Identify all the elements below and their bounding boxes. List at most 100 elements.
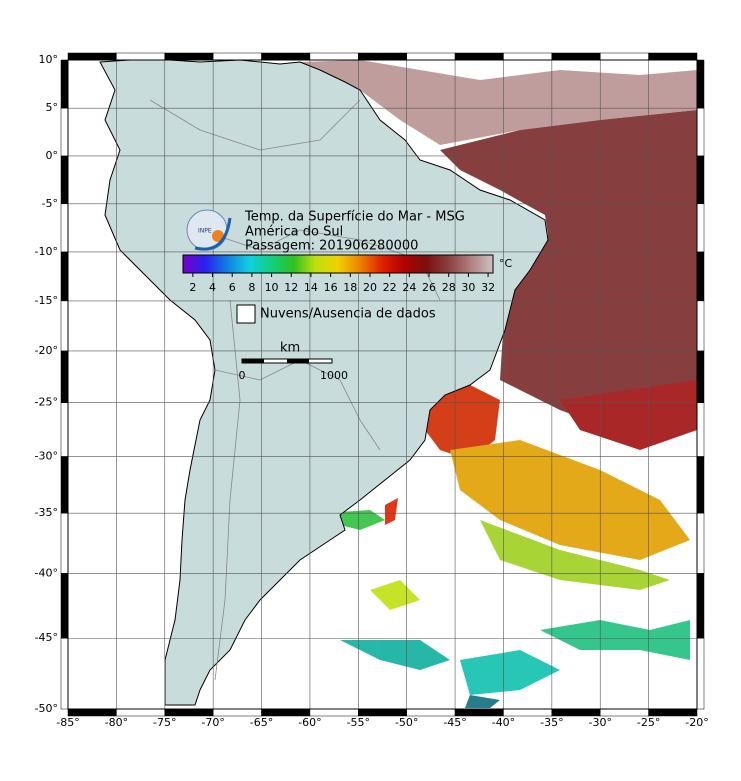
logo: INPE (186, 209, 232, 251)
colorbar-tick-label: 24 (402, 281, 416, 294)
frame-segment (212, 52, 262, 61)
frame-segment (696, 456, 705, 514)
y-tick-label: -45° (35, 631, 58, 644)
colorbar-tick-label: 2 (189, 281, 196, 294)
frame-segment (503, 708, 553, 717)
frame-segment (551, 708, 601, 717)
logo-text: INPE (198, 228, 212, 235)
frame-segment (164, 52, 214, 61)
y-tick-label: -25° (35, 396, 58, 409)
x-tick-label: -50° (395, 716, 418, 729)
frame-segment (551, 52, 601, 61)
frame-segment (60, 203, 69, 253)
frame-segment (67, 708, 117, 717)
frame-segment (696, 512, 705, 574)
colorbar-tick-label: 16 (324, 281, 338, 294)
y-tick-label: -10° (35, 245, 58, 258)
y-tick-label: -5° (42, 197, 58, 210)
frame-segment (599, 708, 649, 717)
frame-segment (60, 107, 69, 157)
x-tick-label: -25° (637, 716, 660, 729)
colorbar-tick-label: 22 (383, 281, 397, 294)
x-tick-label: -45° (443, 716, 466, 729)
scale-end: 1000 (320, 369, 348, 382)
frame-segment (358, 52, 407, 61)
frame-segment (60, 573, 69, 639)
frame-segment (406, 708, 456, 717)
frame-segment (60, 637, 69, 710)
frame-segment (309, 52, 359, 61)
frame-segment (60, 512, 69, 574)
frame (60, 52, 705, 717)
frame-segment (164, 708, 214, 717)
frame-segment (60, 251, 69, 302)
y-tick-label: -35° (35, 506, 58, 519)
colorbar-tick-label: 8 (248, 281, 255, 294)
frame-segment (696, 203, 705, 253)
frame-segment (261, 52, 311, 61)
y-tick-label: 10° (39, 53, 59, 66)
frame-segment (116, 52, 166, 61)
frame-segment (696, 350, 705, 403)
frame-segment (454, 52, 504, 61)
scale-start: 0 (239, 369, 246, 382)
y-tick-label: -30° (35, 450, 58, 463)
colorbar-tick-label: 28 (442, 281, 456, 294)
map-border (67, 59, 698, 710)
legend-pass: Passagem: 201906280000 (245, 239, 418, 254)
x-tick-label: -80° (105, 716, 128, 729)
colorbar-tick-label: 26 (422, 281, 436, 294)
no-data-swatch (236, 304, 256, 324)
sst-imagery (300, 60, 697, 708)
colorbar-tick-label: 12 (284, 281, 298, 294)
x-tick-label: -85° (56, 716, 79, 729)
colorbar-tick-label: 4 (209, 281, 216, 294)
frame-segment (696, 251, 705, 302)
legend-title: Temp. da Superfície do Mar - MSG (244, 210, 465, 225)
y-tick-label: 5° (46, 101, 59, 114)
frame-segment (696, 59, 705, 109)
frame-segment (648, 708, 698, 717)
frame-segment (696, 402, 705, 457)
colorbar-tick-label: 18 (343, 281, 357, 294)
colorbar-tick-label: 10 (265, 281, 279, 294)
frame-segment (599, 52, 649, 61)
frame-segment (60, 300, 69, 352)
legend-subtitle: América do Sul (245, 225, 343, 240)
x-tick-label: -35° (540, 716, 563, 729)
frame-segment (648, 52, 698, 61)
colorbar-unit: °C (499, 257, 513, 270)
frame-segment (454, 708, 504, 717)
frame-segment (60, 350, 69, 403)
colorbar-tick-label: 20 (363, 281, 377, 294)
frame-segment (261, 708, 311, 717)
colorbar-tick-label: 14 (304, 281, 318, 294)
scale-bar (241, 358, 333, 364)
y-tick-label: 0° (46, 149, 59, 162)
no-data-label: Nuvens/Ausencia de dados (260, 307, 436, 322)
frame-segment (212, 708, 262, 717)
frame-segment (696, 300, 705, 352)
frame-segment (696, 107, 705, 157)
frame-segment (503, 52, 553, 61)
frame-segment (696, 573, 705, 639)
colorbar-ramp (182, 254, 494, 274)
frame-segment (60, 155, 69, 205)
frame-segment (406, 52, 456, 61)
x-tick-label: -40° (492, 716, 515, 729)
y-tick-label: -50° (35, 702, 58, 715)
frame-segment (60, 402, 69, 457)
frame-segment (67, 52, 117, 61)
x-tick-label: -65° (250, 716, 273, 729)
x-tick-label: -75° (153, 716, 176, 729)
x-tick-label: -20° (685, 716, 708, 729)
y-tick-label: -20° (35, 344, 58, 357)
frame-segment (696, 155, 705, 205)
y-tick-label: -15° (35, 294, 58, 307)
frame-segment (696, 637, 705, 710)
x-tick-label: -70° (201, 716, 224, 729)
scale-unit: km (280, 341, 300, 356)
x-tick-label: -30° (588, 716, 611, 729)
x-tick-label: -60° (298, 716, 321, 729)
colorbar-tick-label: 6 (229, 281, 236, 294)
